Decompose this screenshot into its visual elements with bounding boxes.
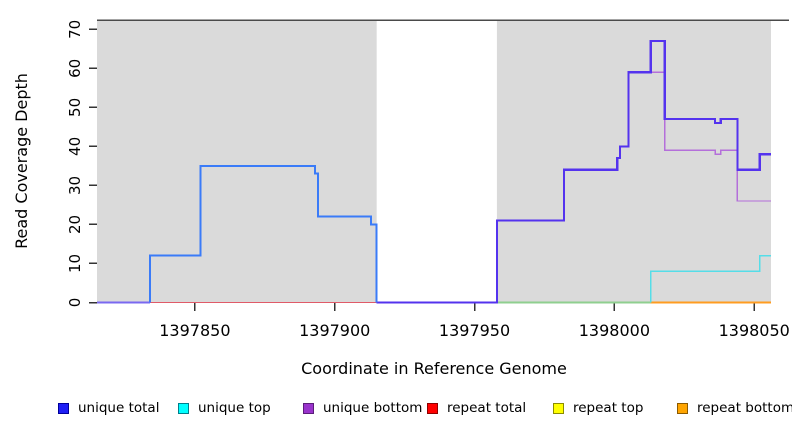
y-tick-label: 70 (66, 20, 84, 39)
x-tick-label: 1398000 (579, 321, 650, 340)
y-tick-label: 20 (66, 215, 84, 234)
legend-label-repeat-top: repeat top (573, 400, 644, 416)
plot-area: 1397850 1397900 1397950 1398000 1398050 0 10 20… (66, 19, 790, 340)
legend-swatch-unique-total-icon (58, 402, 69, 414)
masked-region (376, 21, 497, 303)
chart-legend: unique total unique top unique bottom repea… (0, 399, 792, 421)
coverage-step-chart: 1397850 1397900 1397950 1398000 1398050 0 10 20… (12, 19, 790, 378)
legend-item-repeat-top: repeat top (553, 399, 643, 417)
legend-label-repeat-total: repeat total (447, 400, 527, 416)
legend-item-unique-bottom: unique bottom (303, 399, 422, 417)
y-tick-label: 0 (66, 298, 84, 308)
legend-label-repeat-bottom: repeat bottom (697, 400, 792, 416)
y-axis-title: Read Coverage Depth (12, 73, 31, 249)
series-unique-top (650, 255, 771, 303)
x-tick-label: 1397900 (299, 321, 370, 340)
legend-swatch-repeat-bottom-icon (677, 402, 688, 414)
legend-swatch-unique-bottom-icon (303, 402, 314, 414)
legend-item-repeat-bottom: repeat bottom (677, 399, 792, 417)
y-tick-label: 50 (66, 98, 84, 117)
legend-swatch-repeat-total-icon (427, 402, 438, 414)
x-tick-label: 1397850 (159, 321, 230, 340)
legend-item-repeat-total: repeat total (427, 399, 526, 417)
y-tick-label: 60 (66, 59, 84, 78)
y-tick-label: 30 (66, 176, 84, 195)
y-tick-label: 10 (66, 254, 84, 273)
legend-item-unique-total: unique total (58, 399, 159, 417)
series-unique-total-right (376, 40, 771, 304)
legend-swatch-unique-top-icon (178, 402, 189, 414)
legend-swatch-repeat-top-icon (553, 402, 564, 414)
legend-item-unique-top: unique top (178, 399, 271, 417)
legend-label-unique-bottom: unique bottom (323, 400, 423, 416)
y-tick-label: 40 (66, 137, 84, 156)
x-tick-label: 1398050 (719, 321, 790, 340)
series-unique-total-left (149, 164, 378, 303)
x-tick-label: 1397950 (439, 321, 510, 340)
x-axis-title: Coordinate in Reference Genome (301, 359, 567, 378)
legend-label-unique-top: unique top (198, 400, 271, 416)
legend-label-unique-total: unique total (78, 400, 160, 416)
